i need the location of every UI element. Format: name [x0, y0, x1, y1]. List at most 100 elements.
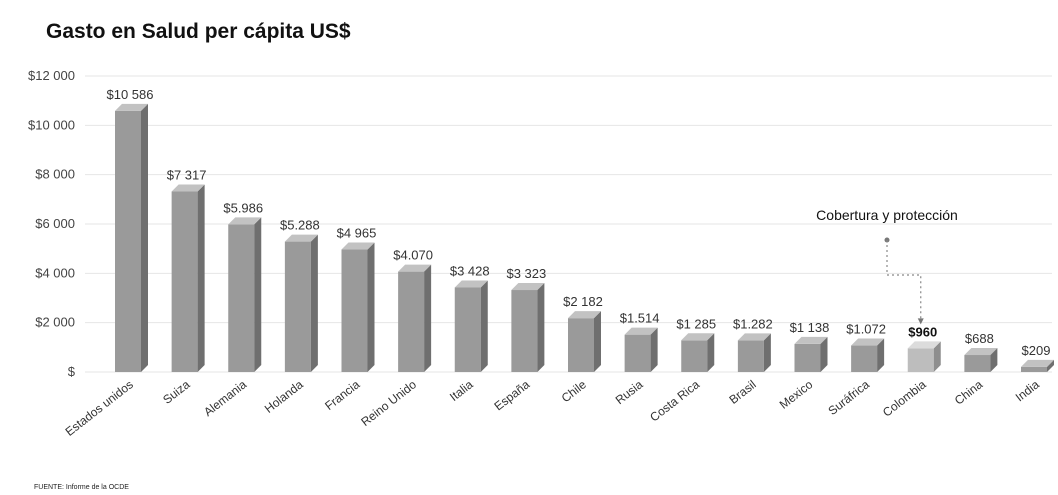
bar-side	[990, 348, 998, 372]
data-label: $960	[908, 324, 937, 339]
bar-6	[454, 280, 488, 372]
data-label: $4.070	[393, 248, 433, 263]
data-label: $3 323	[506, 266, 546, 281]
data-label: $3 428	[450, 263, 490, 278]
bar-front	[115, 110, 141, 373]
annotation-arrowhead	[917, 318, 924, 325]
bar-side	[537, 283, 545, 372]
data-label: $2 182	[563, 294, 603, 309]
x-tick-label: Rusia	[613, 377, 646, 407]
x-tick-label: India	[1013, 377, 1042, 404]
y-tick-label: $2 000	[35, 315, 75, 330]
data-label: $1 138	[790, 320, 830, 335]
bar-11	[737, 333, 771, 372]
bar-1	[171, 184, 205, 372]
y-tick-label: $10 000	[28, 117, 75, 132]
bar-top	[737, 333, 771, 341]
bar-4	[341, 242, 375, 372]
y-axis-ticks: $ $2 000 $4 000 $6 000 $8 000 $10 000 $12 000	[28, 68, 76, 379]
bar-7	[511, 283, 545, 372]
bar-5	[398, 264, 432, 372]
y-tick-label: $6 000	[35, 216, 75, 231]
data-label: $1.072	[846, 322, 886, 337]
bar-13	[851, 338, 885, 372]
x-tick-label: Reino Unido	[358, 377, 419, 429]
bar-front	[454, 287, 481, 372]
bar-8	[568, 311, 601, 372]
bar-0	[115, 103, 148, 373]
bar-front	[341, 249, 368, 372]
x-tick-label: España	[492, 377, 533, 413]
bar-side	[877, 338, 885, 372]
x-tick-label: Francia	[322, 377, 362, 413]
x-tick-label: Italia	[447, 377, 476, 404]
bar-10	[681, 333, 715, 372]
bars	[115, 103, 1054, 373]
bar-top	[794, 336, 828, 344]
annotation: Cobertura y protección	[816, 207, 958, 325]
bar-side	[1047, 359, 1054, 372]
x-tick-label: Chile	[559, 377, 589, 405]
bar-side	[367, 242, 375, 372]
bar-front	[228, 224, 255, 372]
bar-side	[594, 311, 601, 372]
bar-front	[171, 191, 198, 372]
bar-3	[284, 234, 318, 372]
x-tick-label: China	[952, 377, 986, 408]
y-tick-label: $12 000	[28, 68, 75, 83]
bar-side	[480, 280, 488, 372]
bar-front	[398, 271, 425, 372]
x-tick-label: Alemania	[201, 377, 249, 419]
bar-front	[1021, 366, 1047, 372]
bar-side	[820, 336, 828, 372]
bar-side	[310, 234, 318, 372]
bar-side	[763, 333, 771, 372]
x-tick-label: Suiza	[160, 377, 193, 407]
x-axis-ticks: Estados unidos Suiza Alemania Holanda Franci…	[63, 377, 1043, 439]
bar-top	[284, 234, 318, 242]
chart-title: Gasto en Salud per cápita US$	[46, 20, 351, 43]
data-label: $688	[965, 331, 994, 346]
bar-15	[964, 348, 998, 372]
bar-top	[1021, 359, 1054, 367]
bar-side	[197, 184, 205, 372]
y-tick-label: $8 000	[35, 167, 75, 182]
annotation-text: Cobertura y protección	[816, 207, 958, 223]
bar-top	[228, 217, 262, 225]
data-label: $1 285	[676, 316, 716, 331]
bar-top	[907, 341, 941, 349]
bar-front	[568, 318, 594, 372]
bar-front	[624, 334, 651, 372]
bar-side	[141, 103, 148, 373]
data-label: $209	[1022, 343, 1051, 358]
bar-top	[681, 333, 715, 341]
data-label: $1.282	[733, 316, 773, 331]
bar-front	[284, 241, 311, 372]
bar-top	[964, 348, 998, 356]
annotation-connector	[886, 240, 922, 321]
bar-top	[454, 280, 488, 288]
x-tick-label: Brasil	[726, 377, 758, 407]
bar-12	[794, 336, 828, 372]
data-label: $5.986	[223, 200, 263, 215]
bar-front	[907, 348, 934, 372]
bar-top	[398, 264, 432, 272]
bar-front	[511, 290, 538, 372]
bar-top	[511, 283, 545, 291]
bar-14	[907, 341, 941, 372]
bar-top	[115, 103, 148, 111]
bar-top	[624, 327, 658, 335]
data-label: $5.288	[280, 218, 320, 233]
x-tick-label: Holanda	[262, 377, 306, 416]
data-label: $4 965	[337, 226, 377, 241]
bar-front	[681, 340, 708, 372]
bar-front	[964, 355, 991, 372]
x-tick-label: Suráfrica	[826, 377, 873, 418]
source-note: FUENTE: Informe de la OCDE	[34, 484, 129, 491]
bar-2	[228, 217, 262, 372]
bar-top	[851, 338, 885, 346]
bar-top	[568, 311, 601, 319]
bar-side	[650, 327, 658, 372]
bar-front	[794, 343, 821, 372]
